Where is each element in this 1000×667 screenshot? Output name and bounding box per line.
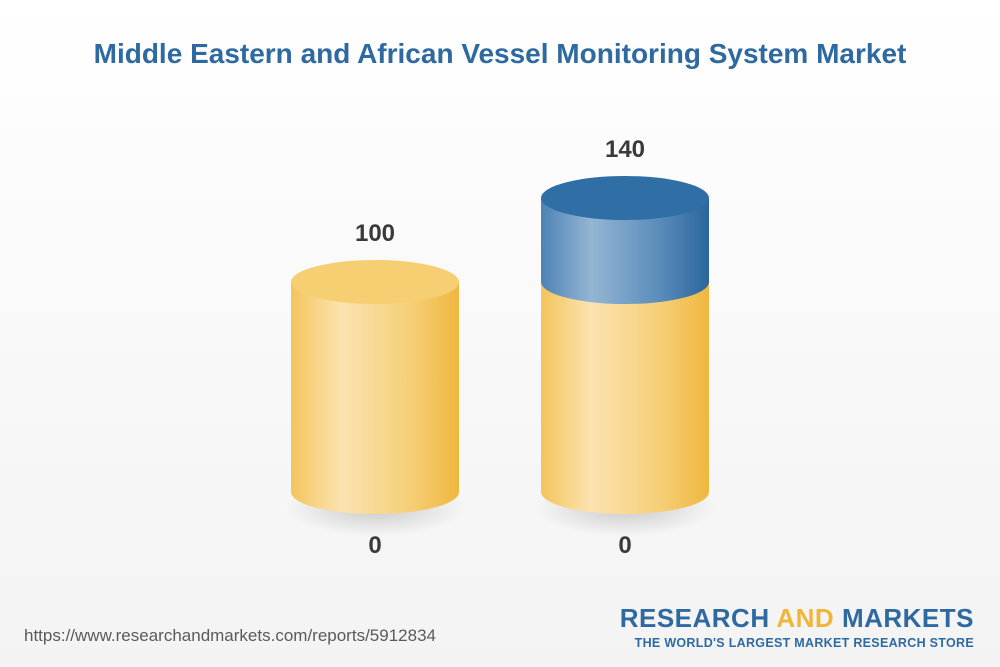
brand-logo: RESEARCH AND MARKETS THE WORLD'S LARGEST… (620, 604, 974, 650)
bar-segment (291, 282, 459, 514)
source-url: https://www.researchandmarkets.com/repor… (24, 626, 436, 645)
bar-segment (541, 282, 709, 514)
value-label: 140 (604, 136, 646, 163)
brand-word-markets: MARKETS (834, 603, 974, 633)
bar-segment (541, 198, 709, 304)
bar-top (541, 176, 709, 220)
bar-top (291, 260, 459, 304)
chart-title: Middle Eastern and African Vessel Monito… (93, 38, 907, 69)
brand-word-research: RESEARCH (619, 603, 777, 633)
base-label: 0 (368, 532, 382, 559)
base-label: 0 (618, 532, 632, 559)
value-label: 100 (354, 220, 396, 247)
brand-tagline: THE WORLD'S LARGEST MARKET RESEARCH STOR… (634, 636, 974, 650)
brand-word-and: AND (776, 603, 835, 633)
brand-name: RESEARCH AND MARKETS (620, 604, 974, 632)
